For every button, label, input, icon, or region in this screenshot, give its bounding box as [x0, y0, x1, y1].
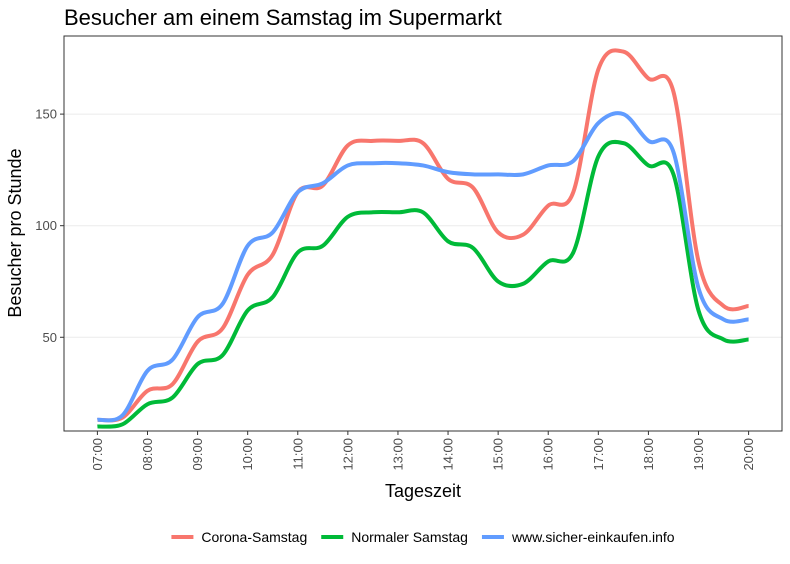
x-tick-label: 15:00	[491, 438, 506, 471]
legend: Corona-Samstag Normaler Samstag www.sicher…	[171, 529, 675, 545]
x-tick-label: 10:00	[240, 438, 255, 471]
y-tick-label: 50	[43, 330, 57, 345]
plot-frame	[63, 35, 783, 432]
legend-label: www.sicher-einkaufen.info	[511, 529, 675, 545]
x-tick-label: 11:00	[290, 438, 305, 470]
y-tick-label: 100	[35, 218, 57, 233]
x-tick-label: 19:00	[691, 438, 706, 471]
x-tick-label: 07:00	[90, 438, 105, 471]
x-tick-label: 09:00	[190, 438, 205, 471]
x-tick-label: 12:00	[340, 438, 355, 471]
x-axis-title: Tageszeit	[385, 481, 461, 501]
x-tick-label: 17:00	[591, 438, 606, 471]
legend-label: Corona-Samstag	[201, 529, 307, 545]
y-tick-label: 150	[35, 107, 57, 122]
x-axis: 07:00 08:00 09:00 10:00 11:00 12:00 13:00 14:00…	[90, 431, 756, 471]
legend-label: Normaler Samstag	[351, 529, 468, 545]
chart-title: Besucher am einem Samstag im Supermarkt	[64, 5, 502, 30]
x-tick-label: 20:00	[741, 438, 756, 471]
x-tick-label: 16:00	[541, 438, 556, 471]
x-tick-label: 13:00	[390, 438, 405, 471]
series-line-2	[97, 139, 749, 429]
x-tick-label: 14:00	[441, 438, 456, 471]
series-line-1	[97, 48, 749, 423]
series-lines	[97, 48, 749, 429]
y-axis-title: Besucher pro Stunde	[5, 148, 25, 317]
x-tick-label: 08:00	[140, 438, 155, 471]
series-line-3	[97, 111, 749, 423]
grid	[64, 113, 782, 338]
x-tick-label: 18:00	[641, 438, 656, 471]
y-axis: 50 100 150	[35, 107, 64, 345]
